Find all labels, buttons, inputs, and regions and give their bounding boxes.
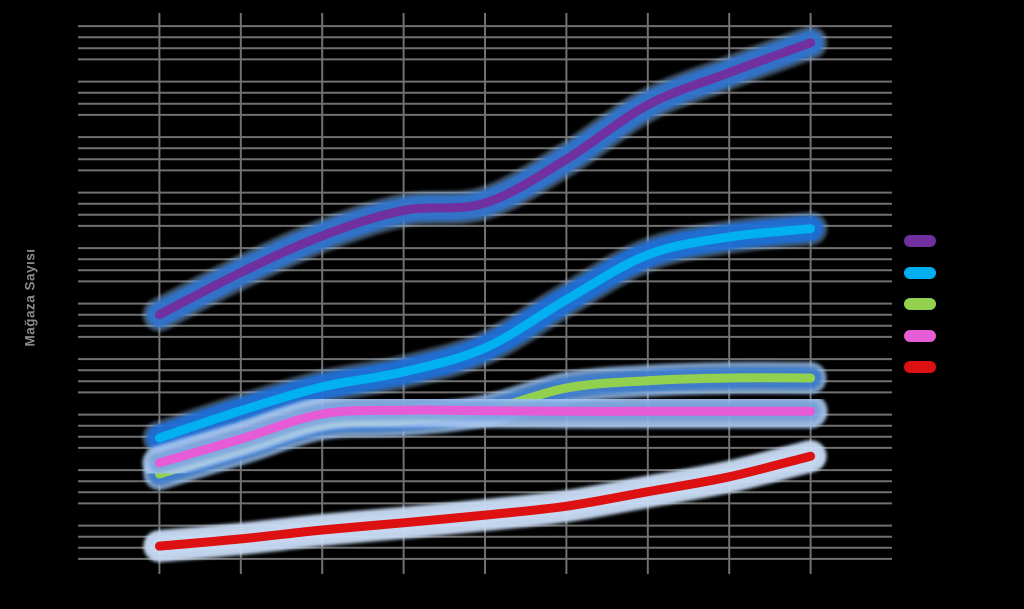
legend-swatch-blue <box>904 266 936 279</box>
series-blue <box>142 211 828 455</box>
series-red-line <box>154 451 816 551</box>
legend-swatch-purple <box>904 235 936 247</box>
legend <box>904 235 944 393</box>
series-pink-line <box>154 405 816 468</box>
series-pink <box>142 393 828 480</box>
series-purple <box>142 25 828 332</box>
y-axis-title: Mağaza Sayısı <box>22 248 38 347</box>
legend-swatch-red <box>904 361 936 374</box>
legend-swatch-pink <box>904 329 936 342</box>
series-blue-line <box>154 224 816 443</box>
legend-swatch-green <box>904 298 936 311</box>
series-purple-line <box>154 38 816 320</box>
series-red <box>143 440 827 563</box>
